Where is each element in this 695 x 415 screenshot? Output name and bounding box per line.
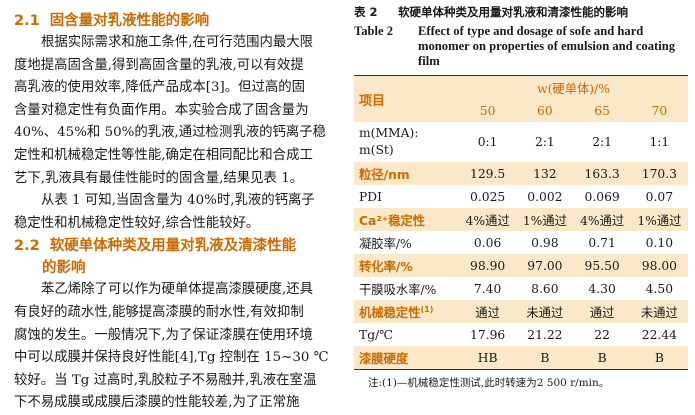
table-cell: 0.07	[645, 189, 674, 204]
table-cell: 98.90	[459, 254, 517, 277]
row-label: 凝胶率/%	[354, 231, 459, 254]
table-cell: 1:1	[649, 135, 670, 149]
row-label-text: PDI	[359, 189, 382, 204]
table-row: PDI 0.025 0.002 0.069 0.07	[354, 185, 688, 208]
table-cell: 4%通过	[459, 208, 517, 231]
table-row: 干膜吸水率/% 7.40 8.60 4.30 4.50	[354, 277, 688, 300]
table-row: m(MMA): m(St) 0:1 2:1 2:1 1:1	[354, 122, 688, 162]
table-cell: 170.3	[630, 162, 688, 185]
table-cell: 0.025	[470, 189, 506, 204]
table-row: 漆膜硬度 HB B B B	[354, 346, 688, 370]
table-cell: 0.06	[473, 235, 502, 250]
row-label: m(MMA): m(St)	[354, 122, 459, 162]
row-label: Ca²⁺稳定性	[354, 208, 459, 231]
table-cell: 0.069	[584, 189, 620, 204]
table-cell: B	[516, 346, 574, 370]
table-cell: 95.50	[573, 254, 631, 277]
table-cell: 0:1	[477, 135, 498, 149]
table-cell: 7.40	[473, 281, 502, 296]
table-cell: 22	[594, 327, 610, 342]
row-label-text: m(MMA):	[359, 126, 419, 140]
table-cell: 0.10	[645, 235, 674, 250]
table-cell: 0.71	[588, 235, 616, 250]
row-label-text: Tg/℃	[359, 327, 393, 342]
row-label: Tg/℃	[354, 323, 459, 346]
left-column: 2.1 固含量对乳液性能的影响 根据实际需求和施工条件,在可行范围内最大限 度地提…	[14, 10, 337, 415]
table-caption-chinese: 表 2 软硬单体种类及用量对乳液和清漆性能的影响	[354, 5, 628, 19]
paragraph-monomer: 苯乙烯除了可以作为硬单体提高漆膜硬度,还具 有良好的疏水性,能够提高漆膜的耐水性…	[14, 282, 329, 411]
table-cell: 8.60	[531, 281, 559, 296]
column-header: 70	[630, 99, 688, 122]
row-label-text: 粒径/nm	[359, 167, 410, 182]
paragraph-solid-content: 根据实际需求和施工条件,在可行范围内最大限 度地提高固含量,得到高固含量的乳液,…	[14, 35, 327, 186]
table-cell: 17.96	[470, 327, 506, 342]
row-label: 粒径/nm	[354, 162, 459, 185]
table-row: 粒径/nm 129.5 132 163.3 170.3	[354, 162, 688, 185]
row-label-text: 机械稳定性	[359, 305, 421, 320]
table-cell: 1%通过	[630, 208, 688, 231]
table-footnote: 注:(1)—机械稳定性测试,此时转速为2 500 r/min。	[368, 377, 610, 389]
row-label: 转化率/%	[354, 254, 459, 277]
column-header: 50	[459, 99, 517, 122]
table-cell: 132	[516, 162, 574, 185]
table-cell: B	[630, 346, 688, 370]
table-cell: 1%通过	[516, 208, 574, 231]
table-cell: 2:1	[534, 135, 555, 149]
section-2-1-heading: 2.1 固含量对乳液性能的影响	[14, 13, 210, 29]
row-label-text: 漆膜硬度	[359, 351, 409, 366]
table-row: 凝胶率/% 0.06 0.98 0.71 0.10	[354, 231, 688, 254]
table-header-row: 项目 w(硬单体)/%	[354, 75, 688, 122]
table-cell: 未通过	[516, 300, 574, 323]
table-caption-english: Table 2 Effect of type and dosage of sof…	[354, 24, 676, 68]
row-label-text: 凝胶率/%	[359, 236, 412, 251]
right-column: 表 2 软硬单体种类及用量对乳液和清漆性能的影响 Table 2 Effect …	[354, 4, 688, 390]
row-label: 机械稳定性(1)	[354, 300, 459, 323]
row-label-text: Ca²⁺稳定性	[359, 213, 426, 228]
column-header: 65	[573, 99, 631, 122]
row-label-text: 转化率/%	[359, 259, 413, 274]
table-cell: B	[573, 346, 631, 370]
table-cell: 未通过	[630, 300, 688, 323]
table-cell: 21.22	[527, 327, 563, 342]
results-table: 项目 w(硬单体)/% 50 60 65 70 m(MMA): m(St) 0:1 2…	[354, 75, 688, 370]
table-cell: 2:1	[592, 135, 613, 149]
table-cell: 97.00	[516, 254, 574, 277]
table-cell: 通过	[573, 300, 631, 323]
table-cell: 98.00	[630, 254, 688, 277]
table-cell: 4%通过	[573, 208, 631, 231]
column-header: 60	[516, 99, 574, 122]
header-group-cell: w(硬单体)/%	[459, 75, 688, 99]
table-cell: 4.50	[645, 281, 674, 296]
row-label-text: 干膜吸水率/%	[359, 282, 437, 297]
table-row: 转化率/% 98.90 97.00 95.50 98.00	[354, 254, 688, 277]
table-cell: 通过	[459, 300, 517, 323]
table-row: Tg/℃ 17.96 21.22 22 22.44	[354, 323, 688, 346]
header-item-cell: 项目	[354, 75, 459, 122]
table-cell: 163.3	[573, 162, 631, 185]
row-label: 漆膜硬度	[354, 346, 459, 370]
row-label-text: m(St)	[359, 143, 394, 157]
table-cell: 4.30	[588, 281, 616, 296]
row-label: PDI	[354, 185, 459, 208]
row-label: 干膜吸水率/%	[354, 277, 459, 300]
paragraph-table1-conclusion: 从表 1 可知,当固含量为 40%时,乳液的钙离子 稳定性和机械稳定性较好,综合…	[14, 193, 315, 231]
table-cell: 129.5	[459, 162, 517, 185]
footnote-marker: (1)	[420, 304, 434, 314]
table-row: Ca²⁺稳定性 4%通过 1%通过 4%通过 1%通过	[354, 208, 688, 231]
table-cell: 0.002	[527, 189, 563, 204]
table-cell: HB	[459, 346, 517, 370]
table-row: 机械稳定性(1) 通过 未通过 通过 未通过	[354, 300, 688, 323]
table-cell: 22.44	[641, 327, 677, 342]
section-2-2-heading: 2.2 软硬单体种类及用量对乳液及清漆性能 的影响	[14, 238, 297, 277]
table-column-row: 50 60 65 70	[354, 99, 688, 122]
table-cell: 0.98	[531, 235, 559, 250]
